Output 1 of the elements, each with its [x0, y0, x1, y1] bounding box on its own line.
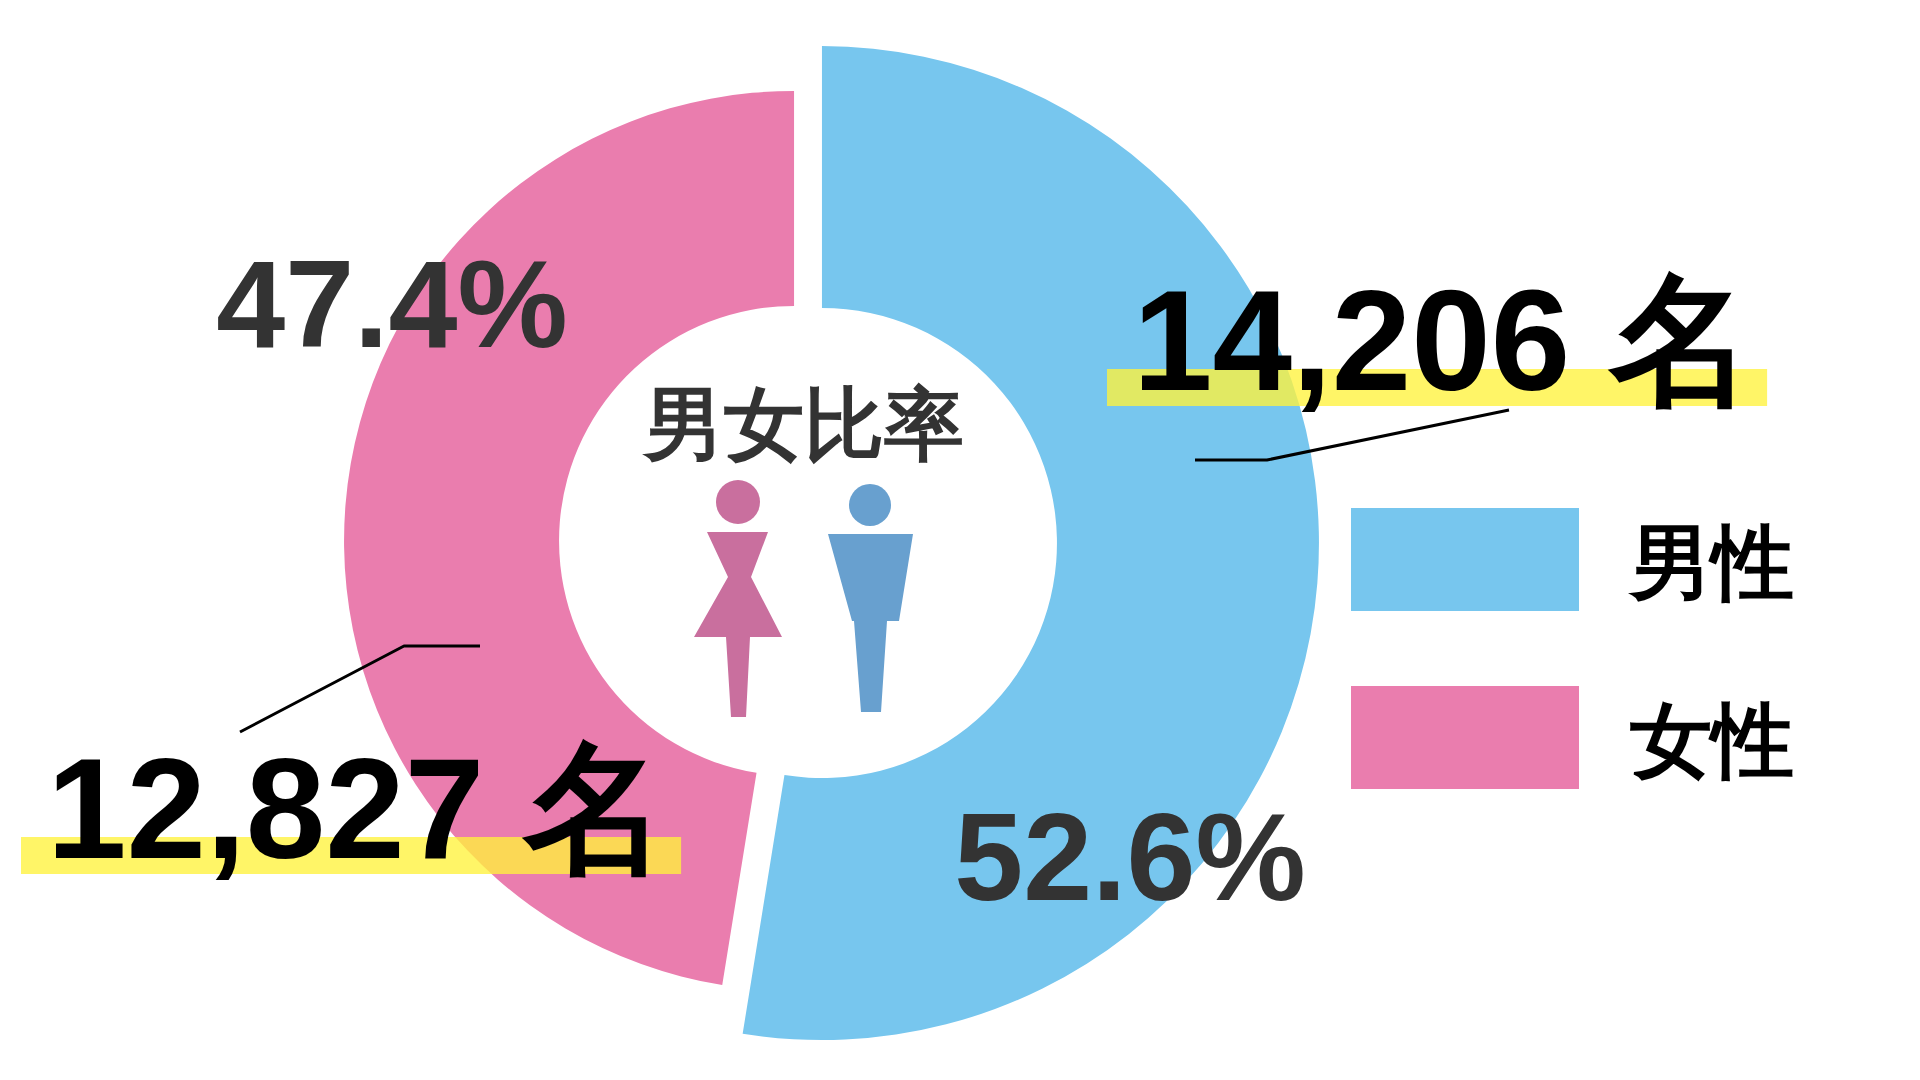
title: 男女比率	[644, 380, 964, 469]
